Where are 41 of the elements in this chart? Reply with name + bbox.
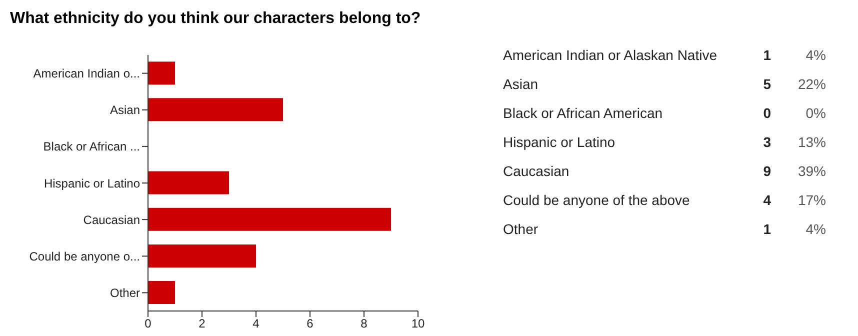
x-tick-label: 6 — [306, 316, 314, 331]
x-tick-label: 10 — [411, 316, 425, 331]
bar — [148, 171, 229, 194]
category-label: Other — [503, 220, 540, 236]
data-label: 13% — [796, 134, 826, 150]
category-label: Black or African American — [503, 104, 664, 120]
data-label: 22% — [796, 76, 826, 92]
y-tick-label: Caucasian — [83, 212, 140, 227]
category-label: Could be anyone of the above — [503, 192, 691, 208]
bar — [148, 281, 175, 304]
data-label: 1 — [762, 220, 771, 236]
data-label: 0 — [762, 104, 771, 120]
category-label: Hispanic or Latino — [503, 134, 616, 150]
y-tick-label: Black or African ... — [43, 140, 140, 154]
data-label: 39% — [796, 162, 826, 178]
y-tick-label: Asian — [110, 103, 140, 118]
y-tick-label: American Indian o... — [33, 66, 140, 81]
chart-title: What ethnicity do you think our characters belong to? — [10, 10, 421, 28]
bar — [148, 62, 175, 85]
y-tick-label: Hispanic or Latino — [44, 176, 140, 190]
category-label: Caucasian — [503, 162, 570, 178]
bar — [148, 208, 391, 231]
x-tick-label: 0 — [144, 316, 152, 331]
data-label: 4 — [762, 192, 771, 208]
y-tick-label: Other — [110, 286, 140, 300]
data-label: 1 — [762, 46, 771, 62]
x-tick-label: 4 — [252, 316, 260, 331]
data-label: 3 — [762, 134, 771, 150]
data-label: 4% — [804, 46, 826, 62]
x-tick-label: 2 — [198, 316, 206, 331]
category-label: Asian — [503, 76, 540, 92]
y-tick-label: Could be anyone o... — [29, 249, 140, 264]
data-label: 17% — [796, 192, 826, 208]
data-label: 5 — [762, 76, 771, 92]
bar — [148, 244, 256, 268]
data-label: 9 — [762, 162, 771, 178]
category-label: American Indian or Alaskan Native — [503, 46, 718, 62]
data-label: 4% — [804, 220, 826, 236]
bar — [148, 98, 283, 122]
data-label: 0% — [804, 104, 826, 120]
x-tick-label: 8 — [360, 316, 368, 331]
